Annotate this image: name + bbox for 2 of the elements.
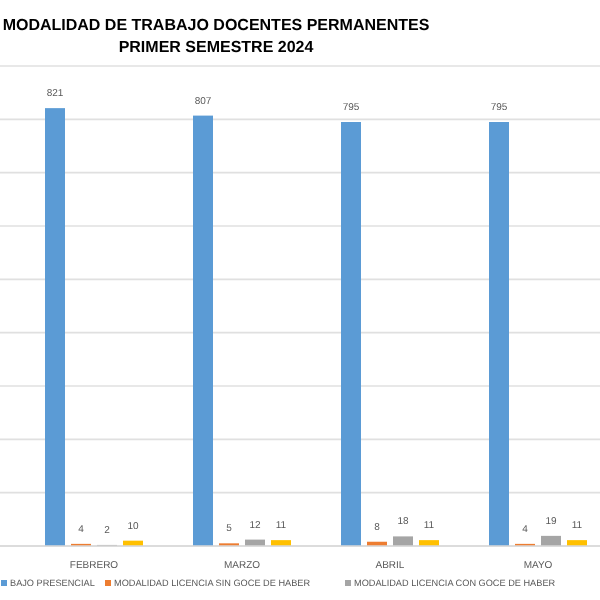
chart-subtitle: PRIMER SEMESTRE 2024	[118, 38, 315, 56]
chart-title: MODALIDAD DE TRABAJO DOCENTES PERMANENTES	[2, 16, 431, 34]
